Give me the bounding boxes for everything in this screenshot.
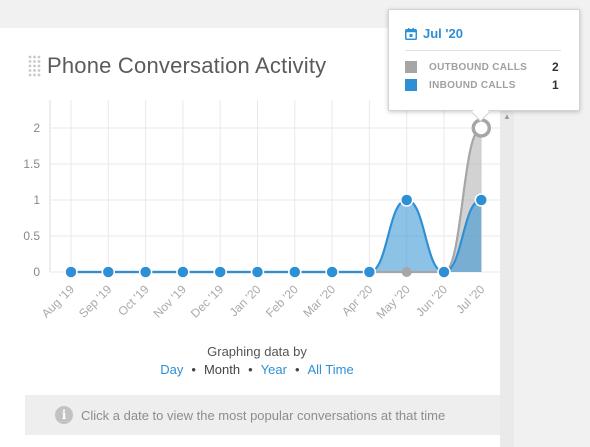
x-tick-label: Feb '20 [263,282,301,320]
calendar-icon [405,27,417,40]
x-tick-label: Aug '19 [39,282,78,321]
tooltip-row-label: OUTBOUND CALLS [429,61,528,73]
tooltip-header: Jul '20 [405,26,463,41]
inbound-point [176,265,190,279]
tooltip-period: Jul '20 [423,26,463,41]
x-tick-label: Nov '19 [151,282,190,321]
inbound-point [474,193,489,207]
info-text: Click a date to view the most popular co… [81,407,446,423]
x-tick-label: Dec '19 [188,282,227,321]
inbound-point [288,265,302,279]
outbound-swatch [405,61,417,73]
inbound-point [101,265,116,279]
inbound-point [399,193,414,207]
x-tick-label: Jul '20 [453,282,487,316]
info-banner: i Click a date to view the most popular … [25,395,500,435]
info-icon: i [55,406,73,424]
y-tick-label: 1 [33,193,40,207]
scroll-up-arrow-icon[interactable]: ▲ [503,112,511,121]
inbound-point [138,265,153,279]
period-option-month[interactable]: Month [203,362,241,377]
tooltip-divider [405,50,561,51]
x-tick-label: Jun '20 [413,282,450,319]
period-separator: • [191,362,196,377]
inbound-point [437,265,451,279]
inbound-point [64,265,78,279]
y-tick-label: 1.5 [23,157,40,171]
outbound-point [401,267,412,277]
x-tick-label: Oct '19 [115,282,152,319]
outbound-point-highlighted [471,118,492,138]
graphing-caption: Graphing data by [207,344,307,359]
x-tick-label: Jan '20 [227,282,264,319]
inbound-area [71,200,482,272]
tooltip-row-value: 1 [552,78,559,92]
inbound-point [362,265,377,279]
inbound-swatch [405,79,417,91]
period-option-all-time[interactable]: All Time [307,362,354,377]
widget-header: Phone Conversation Activity [28,52,326,80]
x-tick-label: Apr '20 [339,282,376,319]
period-separator: • [294,362,300,377]
period-selector: Day • Month • Year • All Time [0,362,514,377]
tooltip-row-outbound: OUTBOUND CALLS 2 [405,60,559,74]
chart-tooltip: Jul '20 OUTBOUND CALLS 2 INBOUND CALLS 1 [388,9,580,122]
tooltip-row-label: INBOUND CALLS [429,79,516,91]
vertical-scrollbar[interactable]: ▲ [500,108,514,447]
y-tick-label: 2 [33,121,40,135]
drag-grip-icon[interactable] [28,55,41,77]
x-tick-label: Mar '20 [300,282,338,320]
tooltip-row-inbound: INBOUND CALLS 1 [405,78,559,92]
x-tick-label: May '20 [373,282,413,322]
widget-title: Phone Conversation Activity [47,53,327,78]
y-tick-label: 0 [33,265,40,279]
period-separator: • [248,362,253,377]
tooltip-row-value: 2 [552,60,559,74]
inbound-point [213,265,227,279]
period-option-year[interactable]: Year [260,362,287,377]
period-option-day[interactable]: Day [160,362,184,377]
inbound-point [325,265,339,279]
x-tick-label: Sep '19 [76,282,115,321]
inbound-point [250,265,265,279]
y-tick-label: 0.5 [23,229,40,243]
